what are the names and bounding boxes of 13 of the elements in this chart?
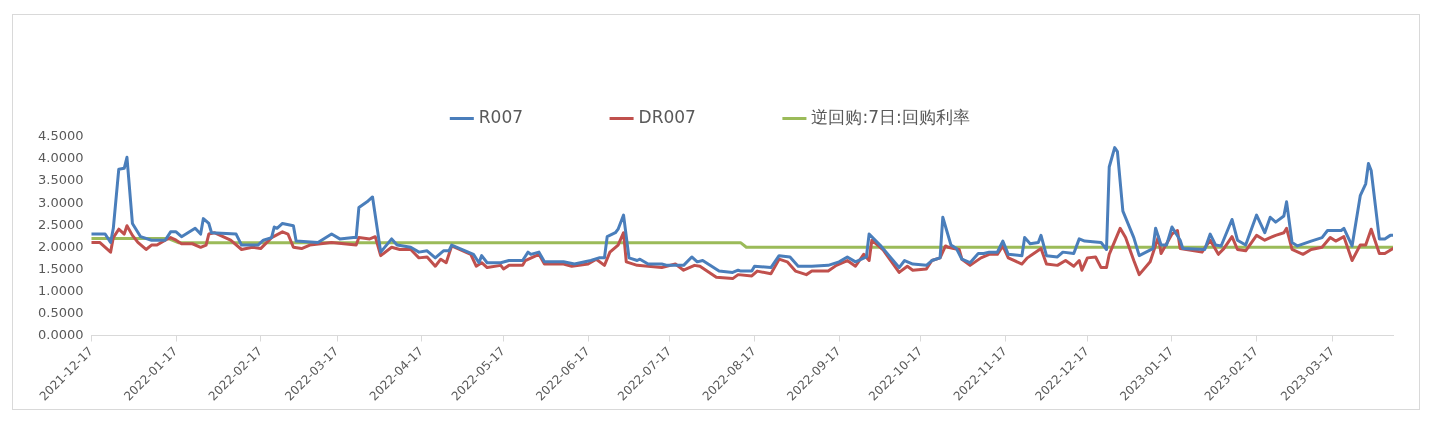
y-tick-label: 0.5000 — [37, 304, 84, 320]
y-tick-label: 4.0000 — [37, 150, 84, 166]
y-tick-label: 3.0000 — [37, 194, 84, 210]
y-tick-label: 2.5000 — [37, 216, 84, 232]
y-tick-label: 3.5000 — [37, 172, 84, 188]
y-tick-label: 2.0000 — [37, 238, 84, 254]
y-tick-label: 0.0000 — [37, 326, 84, 342]
legend-label: R007 — [478, 106, 524, 127]
y-tick-label: 1.5000 — [37, 260, 84, 276]
y-tick-label: 4.5000 — [37, 128, 84, 144]
y-tick-label: 1.0000 — [37, 282, 84, 298]
legend-label: 逆回购:7日:回购利率 — [811, 106, 970, 127]
legend-label: DR007 — [638, 106, 696, 127]
